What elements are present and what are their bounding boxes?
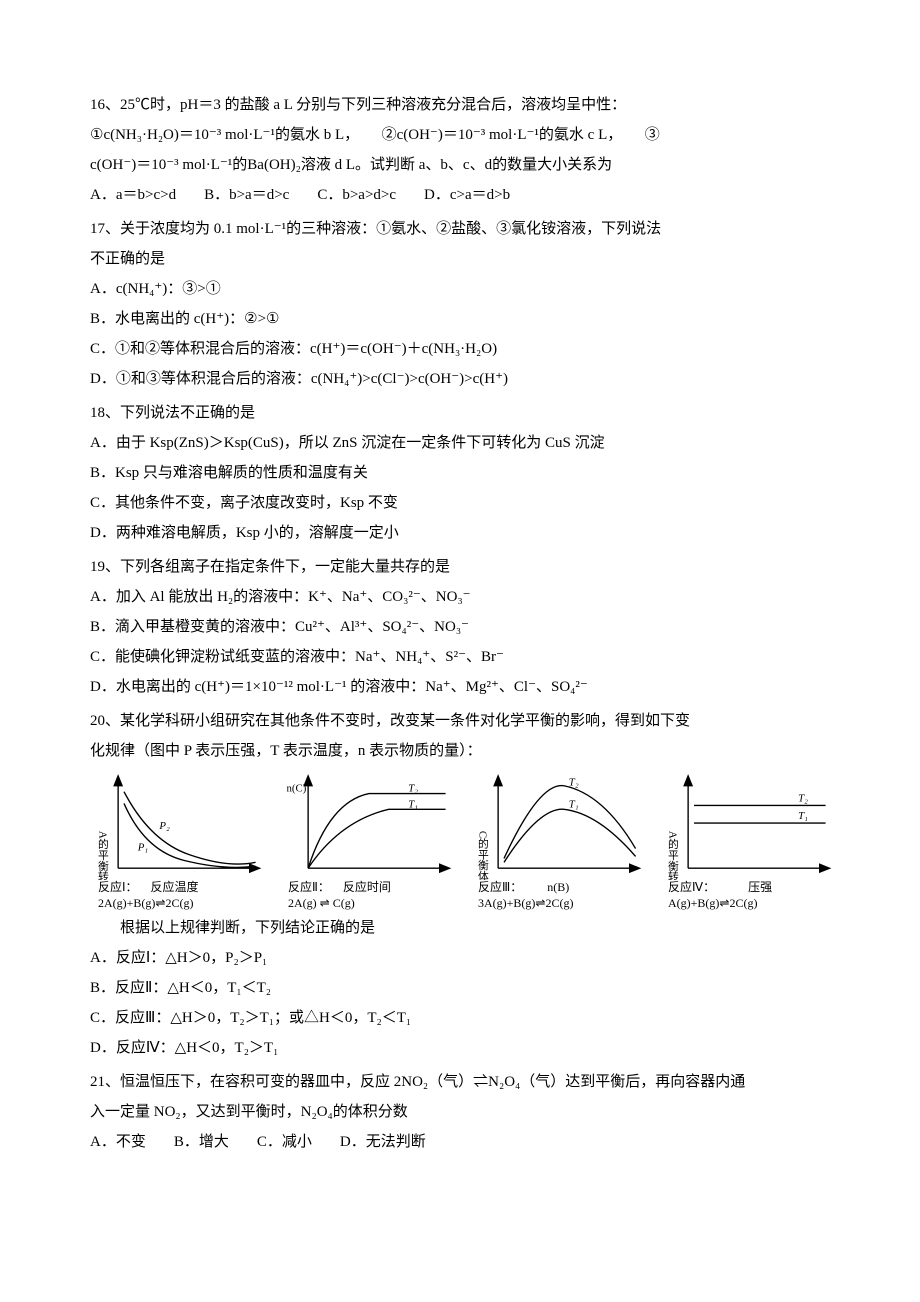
q18-opt-d: D．两种难溶电解质，Ksp 小的，溶解度一定小 xyxy=(90,518,838,548)
exam-page: 16、25℃时，pH＝3 的盐酸 a L 分别与下列三种溶液充分混合后，溶液均呈… xyxy=(0,0,920,1221)
chart1-ylabel: A的平衡转化率 xyxy=(96,831,108,880)
q17-stem-1: 17、关于浓度均为 0.1 mol·L⁻¹的三种溶液：①氨水、②盐酸、③氯化铵溶… xyxy=(90,214,838,244)
chart1-s1: P₁ xyxy=(137,842,149,854)
q18-opt-b: B．Ksp 只与难溶电解质的性质和温度有关 xyxy=(90,458,838,488)
chart3-eq: 3A(g)+B(g)⇌2C(g) xyxy=(478,896,573,910)
question-19: 19、下列各组离子在指定条件下，一定能大量共存的是 A．加入 Al 能放出 H₂… xyxy=(90,552,838,702)
chart2-s2: T₂ xyxy=(408,783,418,795)
chart2-eq: 2A(g) ⇌ C(g) xyxy=(288,896,355,910)
chart2-xlabel: 反应时间 xyxy=(333,880,391,894)
chart-3: C的平衡体积分数 T₂ T₁ 反应Ⅲ： n(B) 3A(g)+B(g)⇌2C(g… xyxy=(470,772,648,911)
q19-opt-a: A．加入 Al 能放出 H₂的溶液中：K⁺、Na⁺、CO₃²⁻、NO₃⁻ xyxy=(90,582,838,612)
chart2-cap: 反应Ⅱ： xyxy=(288,880,330,894)
q16-stem-1: 16、25℃时，pH＝3 的盐酸 a L 分别与下列三种溶液充分混合后，溶液均呈… xyxy=(90,90,838,120)
q19-opt-b: B．滴入甲基橙变黄的溶液中：Cu²⁺、Al³⁺、SO₄²⁻、NO₃⁻ xyxy=(90,612,838,642)
chart3-s2: T₂ xyxy=(569,777,579,789)
q18-opt-c: C．其他条件不变，离子浓度改变时，Ksp 不变 xyxy=(90,488,838,518)
q21-opt-a: A．不变 xyxy=(90,1127,146,1157)
q18-opt-a: A．由于 Ksp(ZnS)＞Ksp(CuS)，所以 ZnS 沉淀在一定条件下可转… xyxy=(90,428,838,458)
q19-stem: 19、下列各组离子在指定条件下，一定能大量共存的是 xyxy=(90,552,838,582)
chart4-cap: 反应Ⅳ： xyxy=(668,880,715,894)
chart4-ylabel: A的平衡转化率 xyxy=(666,831,678,880)
q19-opt-c: C．能使碘化钾淀粉试纸变蓝的溶液中：Na⁺、NH₄⁺、S²⁻、Br⁻ xyxy=(90,642,838,672)
q16-stem-3: c(OH⁻)＝10⁻³ mol·L⁻¹的Ba(OH)₂溶液 d L。试判断 a、… xyxy=(90,150,838,180)
chart-2: n(C) T₂ T₁ 反应Ⅱ： 反应时间 2A(g) ⇌ C(g) xyxy=(280,772,458,911)
q21-opt-c: C．减小 xyxy=(257,1127,312,1157)
chart4-xlabel: 压强 xyxy=(718,880,772,894)
chart3-cap: 反应Ⅲ： xyxy=(478,880,522,894)
chart1-s2: P₂ xyxy=(158,820,170,832)
question-16: 16、25℃时，pH＝3 的盐酸 a L 分别与下列三种溶液充分混合后，溶液均呈… xyxy=(90,90,838,210)
chart4-s1: T₁ xyxy=(798,810,808,822)
q16-opt-a: A．a＝b>c>d xyxy=(90,180,176,210)
q21-stem-1: 21、恒温恒压下，在容积可变的器皿中，反应 2NO₂（气）⇌N₂O₄（气）达到平… xyxy=(90,1067,838,1097)
chart1-cap: 反应Ⅰ： xyxy=(98,880,138,894)
q20-opt-b: B．反应Ⅱ：△H＜0，T₁＜T₂ xyxy=(90,973,838,1003)
q21-opt-b: B．增大 xyxy=(174,1127,229,1157)
chart3-s1: T₁ xyxy=(569,798,579,810)
chart1-xlabel: 反应温度 xyxy=(141,880,199,894)
q16-opt-d: D．c>a＝d>b xyxy=(424,180,510,210)
question-17: 17、关于浓度均为 0.1 mol·L⁻¹的三种溶液：①氨水、②盐酸、③氯化铵溶… xyxy=(90,214,838,394)
q20-opt-d: D．反应Ⅳ：△H＜0，T₂＞T₁ xyxy=(90,1033,838,1063)
q16-opt-c: C．b>a>d>c xyxy=(317,180,396,210)
q19-opt-d: D．水电离出的 c(H⁺)＝1×10⁻¹² mol·L⁻¹ 的溶液中：Na⁺、M… xyxy=(90,672,838,702)
q20-stem-1: 20、某化学科研小组研究在其他条件不变时，改变某一条件对化学平衡的影响，得到如下… xyxy=(90,706,838,736)
chart4-s2: T₂ xyxy=(798,792,808,804)
q21-options: A．不变 B．增大 C．减小 D．无法判断 xyxy=(90,1127,838,1157)
q16-opt-b: B．b>a＝d>c xyxy=(204,180,289,210)
chart2-ylabel: n(C) xyxy=(287,783,307,795)
q18-stem: 18、下列说法不正确的是 xyxy=(90,398,838,428)
q17-opt-a: A．c(NH₄⁺)：③>① xyxy=(90,274,838,304)
q20-opt-c: C．反应Ⅲ：△H＞0，T₂＞T₁；或△H＜0，T₂＜T₁ xyxy=(90,1003,838,1033)
question-21: 21、恒温恒压下，在容积可变的器皿中，反应 2NO₂（气）⇌N₂O₄（气）达到平… xyxy=(90,1067,838,1157)
q17-stem-2: 不正确的是 xyxy=(90,244,838,274)
question-20: 20、某化学科研小组研究在其他条件不变时，改变某一条件对化学平衡的影响，得到如下… xyxy=(90,706,838,1063)
q17-opt-c: C．①和②等体积混合后的溶液：c(H⁺)＝c(OH⁻)＋c(NH₃·H₂O) xyxy=(90,334,838,364)
q20-conclusion: 根据以上规律判断，下列结论正确的是 xyxy=(90,913,838,943)
q20-opt-a: A．反应Ⅰ：△H＞0，P₂＞P₁ xyxy=(90,943,838,973)
q16-options: A．a＝b>c>d B．b>a＝d>c C．b>a>d>c D．c>a＝d>b xyxy=(90,180,838,210)
q21-stem-2: 入一定量 NO₂，又达到平衡时，N₂O₄的体积分数 xyxy=(90,1097,838,1127)
q16-stem-2: ①c(NH₃·H₂O)＝10⁻³ mol·L⁻¹的氨水 b L， ②c(OH⁻)… xyxy=(90,120,838,150)
q17-opt-d: D．①和③等体积混合后的溶液：c(NH₄⁺)>c(Cl⁻)>c(OH⁻)>c(H… xyxy=(90,364,838,394)
chart3-xlabel: n(B) xyxy=(525,880,569,894)
chart3-ylabel: C的平衡体积分数 xyxy=(476,831,488,880)
chart-1: A的平衡转化率 P₂ P₁ 反应Ⅰ： 反应温度 2A(g)+B(g)⇌2C(g) xyxy=(90,772,268,911)
q21-opt-d: D．无法判断 xyxy=(340,1127,426,1157)
q17-opt-b: B．水电离出的 c(H⁺)：②>① xyxy=(90,304,838,334)
q20-charts: A的平衡转化率 P₂ P₁ 反应Ⅰ： 反应温度 2A(g)+B(g)⇌2C(g) xyxy=(90,772,838,911)
chart-4: A的平衡转化率 T₂ T₁ 反应Ⅳ： 压强 A(g)+B(g)⇌2C(g) xyxy=(660,772,838,911)
chart2-s1: T₁ xyxy=(408,798,418,810)
q20-stem-2: 化规律（图中 P 表示压强，T 表示温度，n 表示物质的量）： xyxy=(90,736,838,766)
chart4-eq: A(g)+B(g)⇌2C(g) xyxy=(668,896,757,910)
question-18: 18、下列说法不正确的是 A．由于 Ksp(ZnS)＞Ksp(CuS)，所以 Z… xyxy=(90,398,838,548)
chart1-eq: 2A(g)+B(g)⇌2C(g) xyxy=(98,896,193,910)
